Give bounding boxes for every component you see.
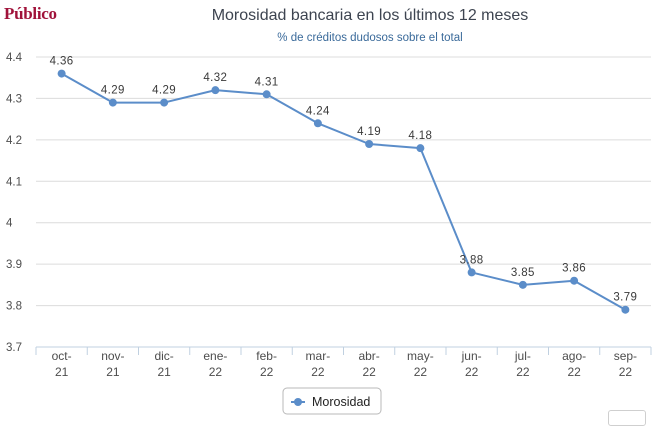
x-tick-label: dic-: [154, 349, 173, 363]
x-tick-label: 22: [311, 365, 325, 379]
data-label: 4.32: [203, 72, 227, 84]
data-point: [211, 86, 220, 95]
x-tick-label: 22: [619, 365, 633, 379]
series-line: [61, 72, 626, 311]
data-label: 4.18: [408, 130, 432, 142]
y-tick-label: 3.7: [6, 342, 22, 354]
x-tick-label: jun-: [461, 349, 482, 363]
x-tick-label: oct-: [52, 349, 72, 363]
x-tick-label: 21: [55, 365, 69, 379]
data-label: 4.29: [101, 85, 125, 97]
data-point: [621, 305, 630, 314]
data-point: [518, 280, 527, 289]
y-tick-label: 4.4: [6, 52, 23, 64]
x-tick-label: 22: [362, 365, 376, 379]
data-point: [467, 268, 476, 277]
x-tick-label: feb-: [256, 349, 277, 363]
x-tick-label: jul-: [514, 349, 531, 363]
legend-box: [282, 387, 382, 415]
data-point: [262, 90, 271, 99]
grid-lines: [36, 56, 651, 307]
data-label: 3.85: [511, 267, 535, 279]
data-label: 4.24: [306, 105, 330, 117]
x-tick-label: abr-: [358, 349, 379, 363]
x-tick-label: 22: [567, 365, 581, 379]
data-label: 4.19: [357, 126, 381, 138]
publico-logo: Público: [4, 4, 57, 23]
x-tick-label: mar-: [306, 349, 331, 363]
data-point: [313, 119, 322, 128]
data-point: [160, 98, 169, 107]
y-tick-label: 4.3: [6, 93, 22, 105]
y-tick-label: 4: [6, 218, 13, 230]
legend-label: Morosidad: [312, 395, 370, 409]
export-menu-button[interactable]: [608, 410, 646, 426]
x-tick-label: 22: [465, 365, 479, 379]
x-tick-label: ago-: [562, 349, 586, 363]
x-axis: oct- 21 nov- 21 dic- 21 ene- 22 feb- 22 mar- 22 abr-…: [35, 346, 652, 379]
data-label: 4.31: [255, 76, 279, 88]
x-tick-label: may-: [407, 349, 434, 363]
y-tick-label: 4.1: [6, 176, 22, 188]
line-chart: Morosidad bancaria en los últimos 12 mes…: [6, 7, 652, 415]
legend[interactable]: Morosidad: [282, 387, 382, 415]
data-point: [416, 144, 425, 153]
x-tick-label: 21: [106, 365, 120, 379]
x-tick-label: nov-: [101, 349, 124, 363]
x-tick-label: 22: [209, 365, 223, 379]
y-tick-label: 4.2: [6, 135, 22, 147]
data-point: [570, 276, 579, 285]
y-tick-label: 3.9: [6, 259, 22, 271]
data-label: 3.86: [562, 263, 586, 275]
data-label: 4.29: [152, 85, 176, 97]
chart-title: Morosidad bancaria en los últimos 12 mes…: [212, 7, 529, 24]
data-label: 4.36: [50, 56, 74, 68]
data-point: [108, 98, 117, 107]
x-tick-label: ene-: [203, 349, 227, 363]
data-label: 3.79: [613, 292, 637, 304]
x-tick-label: 22: [414, 365, 428, 379]
data-point: [57, 69, 66, 78]
data-label: 3.88: [460, 254, 484, 266]
y-axis: 3.7 3.8 3.9 4 4.1 4.2 4.3 4.4: [6, 52, 23, 354]
x-tick-label: 22: [260, 365, 274, 379]
data-point: [365, 140, 374, 148]
y-tick-label: 3.8: [6, 301, 22, 313]
x-tick-label: 22: [516, 365, 530, 379]
chart-subtitle: % de créditos dudosos sobre el total: [277, 32, 462, 44]
x-tick-label: 21: [157, 365, 171, 379]
x-tick-label: sep-: [614, 349, 637, 363]
legend-marker-icon: [294, 398, 302, 406]
series-morosidad: 4.36 4.29 4.29 4.32 4.31 4.24 4.19 4.18 3.88 3.85…: [50, 56, 637, 314]
